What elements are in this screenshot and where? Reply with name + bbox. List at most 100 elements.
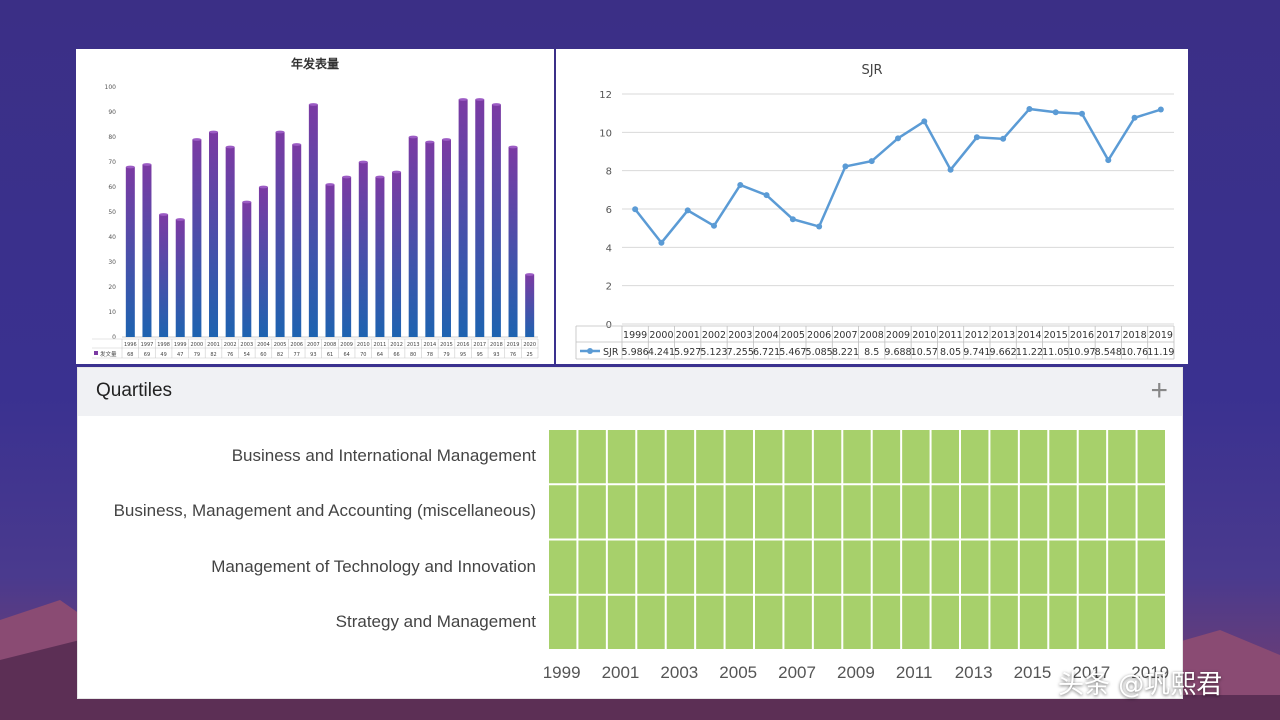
annual-publications-chart: 年发表量 0 10 20 30 40 50 60 70 80 90 100 1996 68 1997 69 1… (76, 49, 554, 364)
quartiles-title: Quartiles (96, 380, 173, 401)
bar-cap (225, 145, 235, 149)
data-label: 60 (260, 352, 266, 358)
x-tick-label: 1997 (141, 342, 154, 348)
quartile-cell (784, 485, 812, 539)
x-tick-label: 2013 (991, 330, 1015, 341)
quartile-cell (755, 485, 783, 539)
x-tick-label: 2004 (257, 342, 270, 348)
bar (225, 147, 235, 337)
quartile-cell (1108, 430, 1136, 484)
data-label: 4.241 (648, 347, 675, 358)
legend-label: SJR (603, 347, 619, 358)
data-label: 76 (510, 352, 516, 358)
x-tick-label: 2009 (837, 663, 875, 682)
data-label: 8.221 (832, 347, 859, 358)
x-tick-label: 2014 (1017, 330, 1041, 341)
bar-cap (125, 165, 135, 169)
x-tick-label: 2000 (191, 342, 204, 348)
quartile-cell (931, 540, 959, 594)
data-label: 69 (144, 352, 150, 358)
legend-label: 发文量 (100, 350, 117, 358)
x-tick-label: 2009 (340, 342, 353, 348)
data-label: 61 (327, 352, 333, 358)
x-tick-label: 2013 (954, 663, 993, 682)
data-label: 79 (443, 352, 449, 358)
quartile-cell (990, 485, 1018, 539)
x-tick-label: 2003 (660, 663, 699, 682)
quartile-cell (813, 430, 842, 484)
y-tick-label: 10 (108, 309, 116, 316)
quartile-cell (872, 430, 901, 484)
x-tick-label: 2017 (1072, 663, 1111, 682)
bar (325, 184, 335, 337)
quartile-cell (696, 485, 724, 539)
y-tick-label: 40 (108, 234, 116, 241)
quartile-cell (990, 430, 1018, 484)
quartile-cell (1078, 595, 1107, 649)
quartile-cell (902, 595, 930, 649)
bar (292, 144, 302, 337)
x-tick-label: 2016 (457, 342, 470, 348)
quartile-cell (666, 485, 695, 539)
quartiles-grid (549, 430, 1165, 649)
bar-chart-svg: 0 10 20 30 40 50 60 70 80 90 100 1996 68 1997 69 1998 49… (92, 84, 539, 359)
data-label: 82 (210, 352, 216, 358)
x-tick-label: 2019 (507, 342, 520, 348)
quartile-cell (1108, 540, 1136, 594)
data-label: 11.19 (1147, 347, 1174, 358)
quartile-cell (1137, 595, 1165, 649)
y-tick-label: 80 (108, 134, 116, 141)
x-tick-label: 2008 (860, 330, 884, 341)
quartile-cell (872, 485, 901, 539)
quartile-cell (755, 595, 783, 649)
quartile-cell (1137, 430, 1165, 484)
expand-plus-icon[interactable]: + (1150, 374, 1168, 407)
bar-cap (408, 135, 418, 139)
bar-cap (142, 163, 152, 166)
y-tick-label: 90 (108, 109, 116, 116)
quartile-cell (784, 430, 812, 484)
data-point (684, 207, 691, 214)
quartile-cell (843, 485, 871, 539)
quartile-cell (902, 540, 930, 594)
quartile-cell (1049, 430, 1077, 484)
quartile-cell (813, 540, 842, 594)
quartile-row-label: Strategy and Management (335, 612, 536, 631)
quartile-cell (1078, 485, 1107, 539)
quartile-cell (1049, 485, 1077, 539)
data-label: 66 (393, 352, 399, 358)
bar-cap (392, 170, 402, 174)
quartile-cell (813, 485, 842, 539)
data-label: 9.662 (990, 347, 1017, 358)
data-point (842, 163, 849, 170)
bar-cap (441, 138, 451, 141)
quartile-cell (725, 485, 753, 539)
quartile-cell (1019, 485, 1048, 539)
bar (258, 187, 268, 337)
bar (175, 219, 185, 337)
x-tick-label: 2005 (719, 663, 758, 682)
bar-cap (159, 213, 169, 216)
quartile-cell (607, 430, 636, 484)
quartile-cell (961, 540, 989, 594)
x-tick-label: 2005 (781, 330, 805, 341)
data-label: 76 (227, 352, 233, 358)
y-tick-label: 2 (606, 282, 612, 293)
bar (308, 104, 318, 337)
x-tick-label: 2001 (207, 342, 220, 348)
data-point (737, 181, 744, 188)
bar-cap (425, 140, 435, 144)
bar-cap (508, 145, 518, 149)
data-label: 95 (477, 352, 483, 358)
x-tick-label: 2013 (407, 342, 420, 348)
data-label: 10.57 (911, 347, 938, 358)
quartile-cell (578, 430, 606, 484)
quartile-cell (1019, 430, 1048, 484)
quartile-cell (1019, 540, 1048, 594)
data-label: 70 (360, 352, 366, 358)
x-tick-label: 2018 (1122, 330, 1146, 341)
bar-cap (242, 200, 252, 204)
data-label: 68 (127, 352, 133, 358)
x-tick-label: 2020 (523, 342, 536, 348)
x-tick-label: 1999 (542, 663, 581, 682)
